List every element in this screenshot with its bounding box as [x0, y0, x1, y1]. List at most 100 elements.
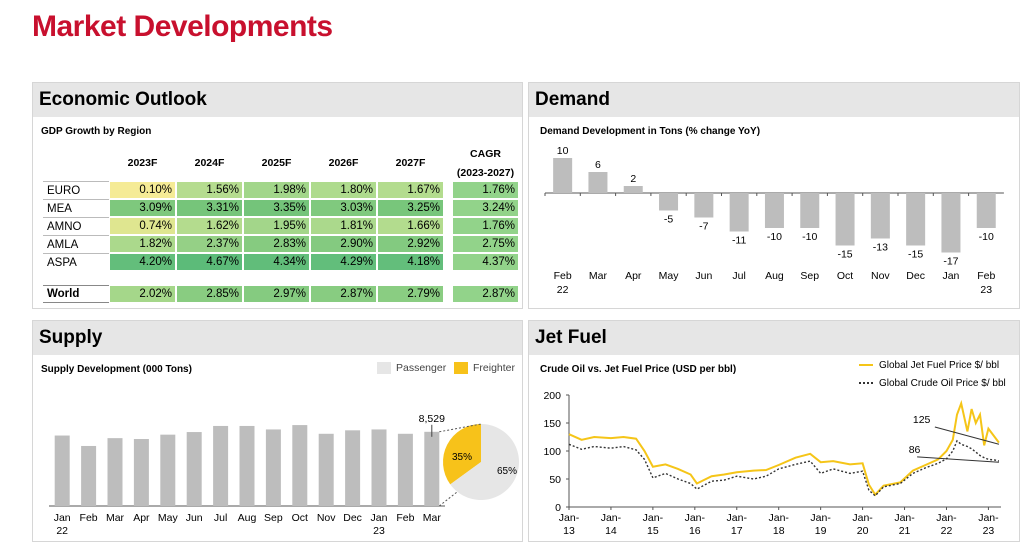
demand-x-label: Feb [554, 270, 572, 282]
demand-bar [764, 193, 784, 228]
demand-x-label-year: 23 [980, 284, 992, 296]
gdp-row: MEA 3.09% 3.31% 3.35% 3.03% 3.25% 3.24% [43, 199, 519, 217]
supply-bar [133, 439, 149, 506]
gdp-cell: 1.80% [310, 181, 377, 199]
gdp-region-label: MEA [43, 199, 109, 217]
gdp-cagr-cell: 2.87% [452, 285, 519, 303]
legend-crude-swatch [859, 382, 873, 385]
demand-bar [729, 193, 749, 232]
demand-data-label: -17 [943, 256, 958, 268]
fuel-annotation-jet-line [934, 426, 1000, 445]
fuel-annotation-crude-line [917, 456, 999, 463]
fuel-x-tick-label-year: 16 [689, 525, 701, 537]
demand-data-label: -5 [664, 214, 673, 226]
fuel-x-tick-label-year: 15 [647, 525, 659, 537]
demand-data-label: 2 [630, 173, 636, 185]
gdp-row: ASPA 4.20% 4.67% 4.34% 4.29% 4.18% 4.37% [43, 253, 519, 271]
gdp-region-label: World [43, 285, 109, 303]
demand-x-label: Apr [625, 270, 642, 282]
demand-subtitle: Demand Development in Tons (% change YoY… [540, 126, 761, 137]
gdp-cell: 2.85% [176, 285, 243, 303]
gdp-cell: 1.62% [176, 217, 243, 235]
supply-bar [397, 433, 413, 506]
demand-chart: 10 Feb 22 6 Mar 2 Apr -5 May -7 Jun -11 Jul -10 Aug -10… [544, 145, 1004, 296]
demand-data-label: -15 [908, 249, 923, 261]
supply-x-label: Mar [423, 512, 442, 524]
gdp-cell: 1.98% [243, 181, 310, 199]
supply-data-label: 8,529 [419, 413, 445, 425]
supply-bar [54, 435, 70, 506]
legend-freighter: Freighter [454, 362, 515, 375]
demand-x-label: Nov [871, 270, 890, 282]
gdp-cell: 2.02% [109, 285, 176, 303]
supply-x-label: Sep [264, 512, 283, 524]
fuel-y-tick-label: 100 [543, 446, 561, 458]
demand-x-label: Mar [589, 270, 608, 282]
legend-jet-swatch [859, 364, 873, 367]
fuel-y-tick-label: 0 [555, 502, 561, 514]
supply-x-label-year: 22 [56, 525, 68, 537]
fuel-x-tick-label-year: 14 [605, 525, 617, 537]
legend-freighter-swatch [454, 362, 468, 375]
supply-bar [107, 438, 123, 506]
jet-fuel-subtitle: Crude Oil vs. Jet Fuel Price (USD per bb… [540, 364, 737, 375]
gdp-cell: 3.35% [243, 199, 310, 217]
jet-fuel-chart: 050100150200Jan-13Jan-14Jan-15Jan-16Jan-… [543, 390, 1001, 537]
demand-data-label: -10 [767, 231, 782, 243]
gdp-cell: 4.34% [243, 253, 310, 271]
legend-crude-oil: Global Crude Oil Price $/ bbl [859, 378, 1006, 389]
gdp-row: EURO 0.10% 1.56% 1.98% 1.80% 1.67% 1.76% [43, 181, 519, 199]
gdp-cell: 1.82% [109, 235, 176, 253]
supply-x-label: Jul [214, 512, 227, 524]
supply-panel: Supply Supply Development (000 Tons) Pas… [32, 320, 523, 542]
supply-bar [292, 425, 308, 506]
gdp-col-header: 2023F [127, 157, 158, 169]
gdp-cell: 3.25% [377, 199, 444, 217]
supply-bar [186, 432, 202, 506]
fuel-y-tick-label: 50 [549, 474, 561, 486]
fuel-x-tick-label-year: 17 [731, 525, 743, 537]
gdp-gap [444, 235, 452, 253]
gdp-region-label: EURO [43, 181, 109, 199]
fuel-annotation-crude: 86 [909, 444, 921, 456]
pie-freighter-label: 35% [452, 452, 472, 463]
gdp-cell: 2.90% [310, 235, 377, 253]
demand-data-label: 6 [595, 159, 601, 171]
demand-x-label: Aug [765, 270, 784, 282]
supply-x-label: Feb [80, 512, 98, 524]
fuel-x-tick-label-year: 22 [941, 525, 953, 537]
gdp-cell: 4.67% [176, 253, 243, 271]
demand-bar [906, 193, 926, 246]
pie-slice-freighter [442, 424, 481, 485]
supply-bar [213, 425, 229, 506]
crude-oil-series-line [568, 439, 1000, 497]
gdp-gap [444, 145, 452, 181]
legend-passenger-swatch [377, 362, 391, 375]
gdp-table: 2023F 2024F 2025F 2026F 2027F CAGR (2023… [43, 145, 519, 303]
gdp-cagr-cell: 4.37% [452, 253, 519, 271]
supply-header: Supply [33, 321, 522, 355]
supply-x-label: Apr [133, 512, 150, 524]
supply-bar [345, 430, 361, 506]
gdp-cell: 3.03% [310, 199, 377, 217]
pie-connector-top [439, 423, 482, 433]
supply-bar [239, 425, 255, 506]
gdp-cell: 1.66% [377, 217, 444, 235]
fuel-x-tick-label: Jan- [685, 512, 706, 524]
gdp-cell: 1.56% [176, 181, 243, 199]
fuel-x-tick-label: Jan- [936, 512, 957, 524]
demand-x-label: Jul [732, 270, 745, 282]
gdp-cell: 2.37% [176, 235, 243, 253]
demand-bar [835, 193, 855, 246]
gdp-world-row: World 2.02% 2.85% 2.97% 2.87% 2.79% 2.87% [43, 285, 519, 303]
fuel-x-tick-label: Jan- [810, 512, 831, 524]
economic-outlook-panel: Economic Outlook GDP Growth by Region 20… [32, 82, 523, 309]
supply-x-label: Jan [54, 512, 71, 524]
fuel-annotation-jet: 125 [913, 414, 931, 426]
supply-subtitle: Supply Development (000 Tons) [41, 364, 192, 375]
fuel-x-tick-label-year: 21 [899, 525, 911, 537]
fuel-x-tick-label: Jan- [601, 512, 622, 524]
demand-data-label: 10 [557, 145, 569, 157]
demand-bar [941, 193, 961, 253]
